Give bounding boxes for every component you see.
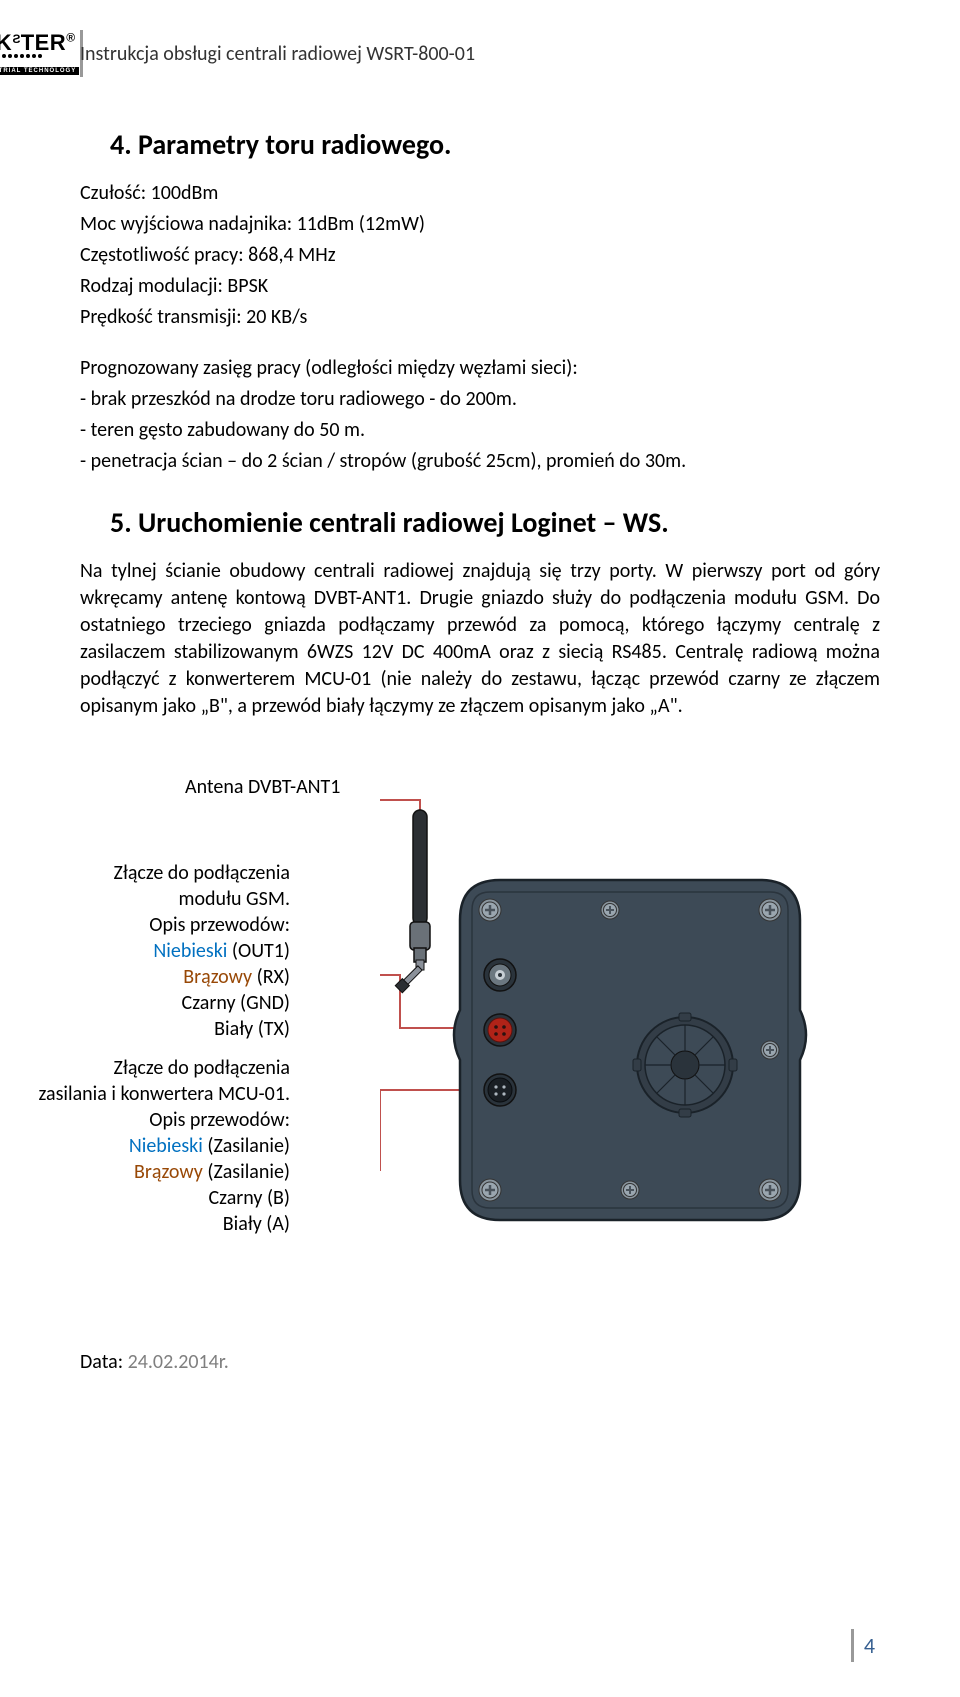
wire-blue-func: (Zasilanie) bbox=[203, 1134, 290, 1158]
spec-line: Czułość: 100dBm bbox=[80, 180, 880, 207]
section-5-paragraph: Na tylnej ścianie obudowy centrali radio… bbox=[80, 558, 880, 720]
wire-brown-func: (RX) bbox=[252, 965, 290, 989]
gsm-desc: Opis przewodów: bbox=[149, 913, 290, 937]
range-item: - teren gęsto zabudowany do 50 m. bbox=[80, 417, 880, 444]
connection-diagram: Antena DVBT-ANT1 Złącze do podłączenia m… bbox=[80, 750, 880, 1270]
power-port-icon bbox=[484, 1074, 516, 1106]
range-intro: Prognozowany zasięg pracy (odległości mi… bbox=[80, 355, 880, 382]
wire-brown-func: (Zasilanie) bbox=[203, 1160, 290, 1184]
spec-line: Częstotliwość pracy: 868,4 MHz bbox=[80, 242, 880, 269]
wire-black: Czarny (B) bbox=[208, 1186, 290, 1210]
gsm-port-icon bbox=[484, 1014, 516, 1046]
range-item: - penetracja ścian – do 2 ścian / stropó… bbox=[80, 448, 880, 475]
mcu-desc: Opis przewodów: bbox=[149, 1108, 290, 1132]
wire-blue: Niebieski bbox=[129, 1134, 203, 1158]
mcu-title-1: Złącze do podłączenia bbox=[114, 1056, 290, 1080]
wire-black: Czarny (GND) bbox=[182, 991, 290, 1015]
mcu-title-2: zasilania i konwertera MCU-01. bbox=[38, 1082, 290, 1106]
logo-subtitle: INDUSTRIAL TECHNOLOGY bbox=[0, 67, 79, 75]
section-5-heading: 5. Uruchomienie centrali radiowej Logine… bbox=[80, 505, 880, 540]
gsm-connector-label: Złącze do podłączenia modułu GSM. Opis p… bbox=[30, 860, 290, 1042]
wire-brown: Brązowy bbox=[134, 1160, 203, 1184]
antenna-port-icon bbox=[484, 959, 516, 991]
gsm-title-1: Złącze do podłączenia bbox=[114, 861, 290, 885]
page-number: 4 bbox=[851, 1629, 875, 1662]
range-item: - brak przeszkód na drodze toru radioweg… bbox=[80, 386, 880, 413]
spec-line: Prędkość transmisji: 20 KB/s bbox=[80, 304, 880, 331]
device-back-icon bbox=[454, 880, 806, 1220]
header-title: Instrukcja obsługi centrali radiowej WSR… bbox=[80, 42, 475, 66]
wire-brown: Brązowy bbox=[183, 965, 252, 989]
wire-blue-func: (OUT1) bbox=[227, 939, 290, 963]
date-label: Data: bbox=[80, 1350, 128, 1374]
antenna-label: Antena DVBT-ANT1 bbox=[185, 775, 340, 799]
section-4-heading: 4. Parametry toru radiowego. bbox=[80, 127, 880, 162]
wire-blue: Niebieski bbox=[153, 939, 227, 963]
date-value: 24.02.2014r. bbox=[128, 1350, 229, 1374]
page-header: MiKSTER® INDUSTRIAL TECHNOLOGY Instrukcj… bbox=[80, 30, 880, 77]
spec-line: Rodzaj modulacji: BPSK bbox=[80, 273, 880, 300]
date-line: Data: 24.02.2014r. bbox=[80, 1350, 880, 1374]
logo: MiKSTER® INDUSTRIAL TECHNOLOGY bbox=[0, 30, 80, 77]
mcu-connector-label: Złącze do podłączenia zasilania i konwer… bbox=[0, 1055, 290, 1237]
antenna-icon bbox=[395, 810, 430, 993]
device-illustration bbox=[380, 750, 880, 1270]
gsm-title-2: modułu GSM. bbox=[179, 887, 290, 911]
spec-line: Moc wyjściowa nadajnika: 11dBm (12mW) bbox=[80, 211, 880, 238]
logo-text: MiKSTER® bbox=[0, 30, 76, 55]
wire-white: Biały (TX) bbox=[214, 1017, 290, 1041]
wire-white: Biały (A) bbox=[223, 1212, 290, 1236]
